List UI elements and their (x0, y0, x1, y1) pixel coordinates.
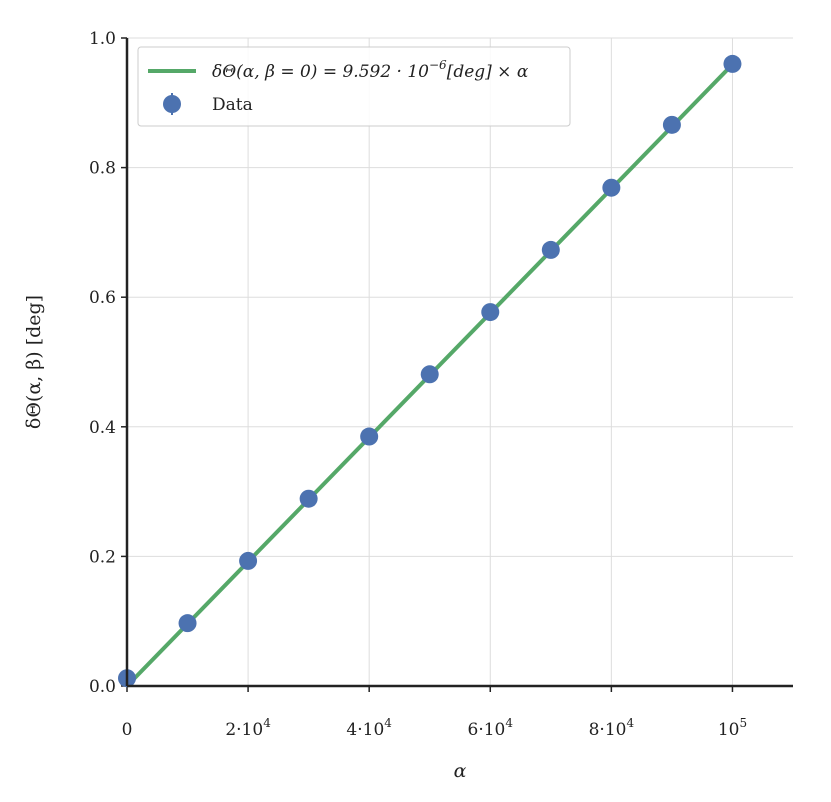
x-tick-label: 0 (122, 720, 133, 740)
data-point (239, 551, 258, 570)
x-tick-label: 8·104 (589, 716, 635, 740)
y-tick-label: 1.0 (89, 29, 116, 49)
y-tick-label: 0.4 (89, 418, 116, 438)
data-series (118, 54, 742, 688)
x-axis-ticks: 0 2·104 4·104 6·104 8·104 105 (122, 686, 747, 740)
legend-box (137, 46, 571, 127)
data-point (541, 240, 560, 259)
legend-data-label: Data (212, 95, 253, 115)
x-tick-label: 6·104 (468, 716, 514, 740)
grid (127, 37, 793, 686)
y-tick-label: 0.2 (89, 547, 116, 567)
x-axis-label: α (454, 760, 467, 782)
data-point (662, 115, 681, 134)
data-point (420, 365, 439, 384)
x-tick-label: 105 (718, 716, 747, 740)
data-point (360, 427, 379, 446)
legend: δΘ(α, β = 0) = 9.592 · 10−6[deg] × α Dat… (137, 46, 571, 127)
x-tick-label: 2·104 (225, 716, 271, 740)
y-axis-ticks: 0.0 0.2 0.4 0.6 0.8 1.0 (89, 29, 127, 697)
y-tick-label: 0.6 (89, 288, 116, 308)
data-point (178, 614, 197, 633)
y-tick-label: 0.8 (89, 159, 116, 179)
y-axis-label: δΘ(α, β) [deg] (23, 295, 45, 429)
y-tick-label: 0.0 (89, 677, 116, 697)
data-point (481, 303, 500, 322)
data-point (723, 54, 742, 73)
legend-fit-label: δΘ(α, β = 0) = 9.592 · 10−6[deg] × α (212, 58, 529, 82)
data-point (602, 178, 621, 197)
data-point (299, 489, 318, 508)
x-tick-label: 4·104 (346, 716, 392, 740)
